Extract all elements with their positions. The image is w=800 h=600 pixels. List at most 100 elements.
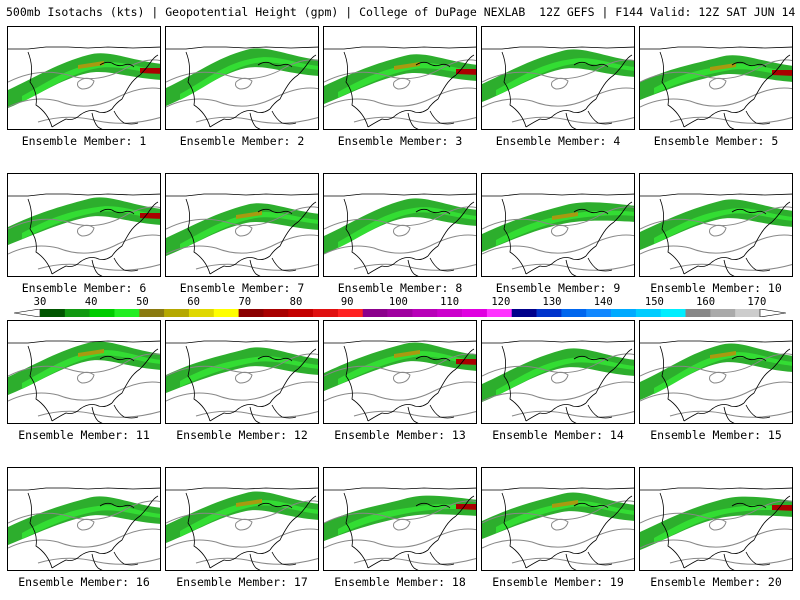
ensemble-map-panel bbox=[481, 26, 635, 130]
height-contour bbox=[353, 263, 476, 271]
colorbar-tick-label: 110 bbox=[440, 296, 460, 308]
height-contour bbox=[195, 410, 318, 418]
isotach-map bbox=[324, 340, 476, 423]
colorbar-tick-label: 170 bbox=[747, 296, 767, 308]
coastline bbox=[587, 257, 613, 272]
jet-max-isotach bbox=[78, 349, 104, 357]
height-contour bbox=[551, 518, 569, 531]
height-contour bbox=[709, 371, 727, 384]
coastline bbox=[113, 110, 139, 125]
colorbar-segment bbox=[263, 309, 289, 317]
coastline bbox=[587, 110, 613, 125]
height-contour bbox=[235, 371, 253, 384]
jet-stream-core bbox=[22, 350, 160, 389]
colorbar-segment bbox=[188, 309, 215, 317]
coastline bbox=[585, 74, 615, 110]
coastline bbox=[659, 51, 685, 128]
coastline bbox=[8, 46, 160, 50]
ensemble-member-label: Ensemble Member: 17 bbox=[176, 575, 308, 589]
ensemble-member-label: Ensemble Member: 5 bbox=[653, 134, 779, 148]
height-contour bbox=[8, 528, 160, 549]
coastline bbox=[745, 551, 771, 566]
coastline bbox=[257, 502, 293, 509]
isotach-map bbox=[482, 487, 634, 570]
height-contour bbox=[640, 353, 792, 377]
coastline bbox=[27, 492, 53, 569]
coastline bbox=[731, 355, 767, 362]
coastline bbox=[111, 515, 141, 551]
isotach-map bbox=[324, 193, 476, 276]
colorbar-segment bbox=[511, 309, 537, 317]
coastline bbox=[51, 255, 113, 275]
coastline bbox=[683, 402, 745, 422]
jet-max-isotach bbox=[236, 211, 262, 219]
height-contour bbox=[669, 263, 792, 271]
height-contour bbox=[640, 381, 792, 402]
coastline bbox=[565, 259, 577, 276]
height-contour bbox=[709, 518, 727, 531]
height-contour bbox=[8, 500, 160, 524]
colorbar-segment bbox=[462, 309, 488, 317]
coastline bbox=[8, 487, 160, 491]
height-contour bbox=[195, 557, 318, 565]
coastline bbox=[745, 257, 771, 272]
colorbar-segment bbox=[337, 309, 364, 317]
height-contour bbox=[669, 410, 792, 418]
coastline bbox=[367, 108, 429, 128]
height-contour bbox=[195, 116, 318, 124]
height-contour bbox=[353, 557, 476, 565]
ensemble-map-panel bbox=[165, 320, 319, 424]
coastline bbox=[166, 46, 318, 50]
height-contour bbox=[324, 59, 476, 83]
ensemble-map-panel bbox=[639, 26, 793, 130]
colorbar-tick-label: 160 bbox=[696, 296, 716, 308]
coastline bbox=[257, 355, 293, 362]
coastline bbox=[771, 495, 791, 517]
colorbar-tick-label: 30 bbox=[33, 296, 47, 308]
height-contour bbox=[482, 59, 634, 83]
coastline bbox=[723, 112, 735, 129]
ensemble-member-label: Ensemble Member: 14 bbox=[492, 428, 624, 442]
colorbar-segment bbox=[635, 309, 661, 317]
coastline bbox=[525, 255, 587, 275]
height-contour bbox=[77, 224, 95, 237]
coastline bbox=[297, 495, 317, 517]
ensemble-member-label: Ensemble Member: 16 bbox=[18, 575, 150, 589]
height-contour bbox=[235, 518, 253, 531]
height-contour bbox=[640, 87, 792, 108]
colorbar-segment bbox=[64, 309, 90, 317]
colorbar-tick-label: 80 bbox=[289, 296, 303, 308]
height-contour bbox=[195, 263, 318, 271]
coastline bbox=[587, 551, 613, 566]
ensemble-map-panel bbox=[7, 467, 161, 571]
jet-stream-core bbox=[22, 62, 160, 102]
coastline bbox=[723, 406, 735, 423]
colorbar-tick-label: 90 bbox=[340, 296, 354, 308]
coastline bbox=[249, 259, 261, 276]
coastline bbox=[166, 487, 318, 491]
coastline bbox=[745, 404, 771, 419]
coastline bbox=[429, 257, 455, 272]
jet-stream-core bbox=[180, 57, 318, 100]
colorbar bbox=[14, 309, 786, 317]
coastline bbox=[640, 193, 792, 197]
coastline bbox=[565, 112, 577, 129]
coastline bbox=[455, 495, 475, 517]
height-contour bbox=[324, 206, 476, 230]
height-contour bbox=[640, 59, 792, 83]
jet-stream-core bbox=[338, 63, 476, 98]
isotach-map bbox=[640, 46, 792, 129]
coastline bbox=[209, 108, 271, 128]
colorbar-tick-label: 100 bbox=[388, 296, 408, 308]
ensemble-map-panel bbox=[7, 26, 161, 130]
isotach-map bbox=[8, 340, 160, 423]
colorbar-segment bbox=[611, 309, 637, 317]
jet-max-isotach bbox=[552, 212, 578, 220]
coastline bbox=[427, 74, 457, 110]
coastline bbox=[683, 108, 745, 128]
coastline bbox=[723, 259, 735, 276]
jet-max-core bbox=[456, 359, 476, 365]
height-contour bbox=[551, 77, 569, 90]
height-contour bbox=[324, 353, 476, 377]
isotach-map bbox=[166, 340, 318, 423]
